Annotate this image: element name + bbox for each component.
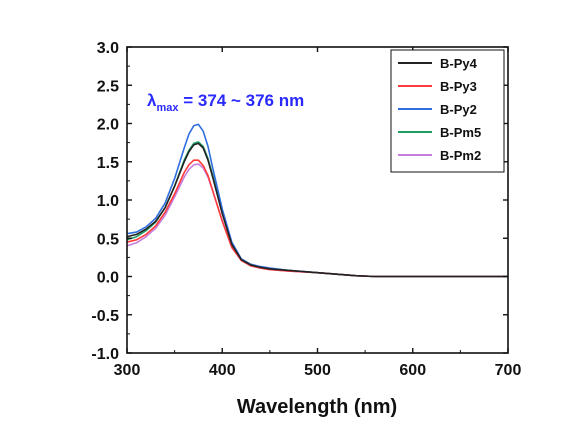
x-axis-title: Wavelength (nm)	[237, 396, 397, 418]
y-tick-label: 1.0	[97, 193, 119, 210]
y-tick-label: -0.5	[91, 308, 119, 325]
legend: B-Py4 B-Py3 B-Py2 B-Pm5 B-Pm2	[390, 49, 505, 173]
legend-box	[390, 49, 505, 173]
legend-label: B-Pm5	[440, 125, 481, 140]
series-line-b-py4	[126, 142, 508, 278]
y-tick-label: 0.5	[97, 231, 119, 248]
y-tick-label: 1.5	[97, 155, 119, 172]
series-layer	[126, 123, 508, 278]
annotation-symbol: λ	[147, 91, 157, 110]
legend-label: B-Py2	[440, 102, 477, 117]
x-tick-label: 400	[209, 362, 236, 379]
y-tick-label: 0.0	[97, 270, 119, 287]
y-tick-label: -1.0	[91, 346, 119, 363]
y-tick-label: 3.0	[97, 40, 119, 57]
x-tick-label: 500	[304, 362, 331, 379]
x-tick-label: 600	[399, 362, 426, 379]
annotation-text: = 374 ~ 376 nm	[179, 91, 305, 110]
legend-label: B-Pm2	[440, 148, 481, 163]
y-tick-label: 2.5	[97, 78, 119, 95]
legend-label: B-Py3	[440, 79, 477, 94]
annotation-lambda-max: λmax = 374 ~ 376 nm	[147, 91, 304, 114]
annotation-subscript: max	[156, 102, 179, 114]
tick-layer: 300 400 500 600 700 -1.0 -0.5 0.0 0.5 1.0 1.5 2.0 2.…	[91, 40, 521, 379]
series-line-b-pm2	[126, 163, 508, 278]
x-tick-label: 300	[114, 362, 141, 379]
y-tick-label: 2.0	[97, 117, 119, 134]
legend-label: B-Py4	[440, 56, 478, 71]
x-tick-label: 700	[495, 362, 522, 379]
